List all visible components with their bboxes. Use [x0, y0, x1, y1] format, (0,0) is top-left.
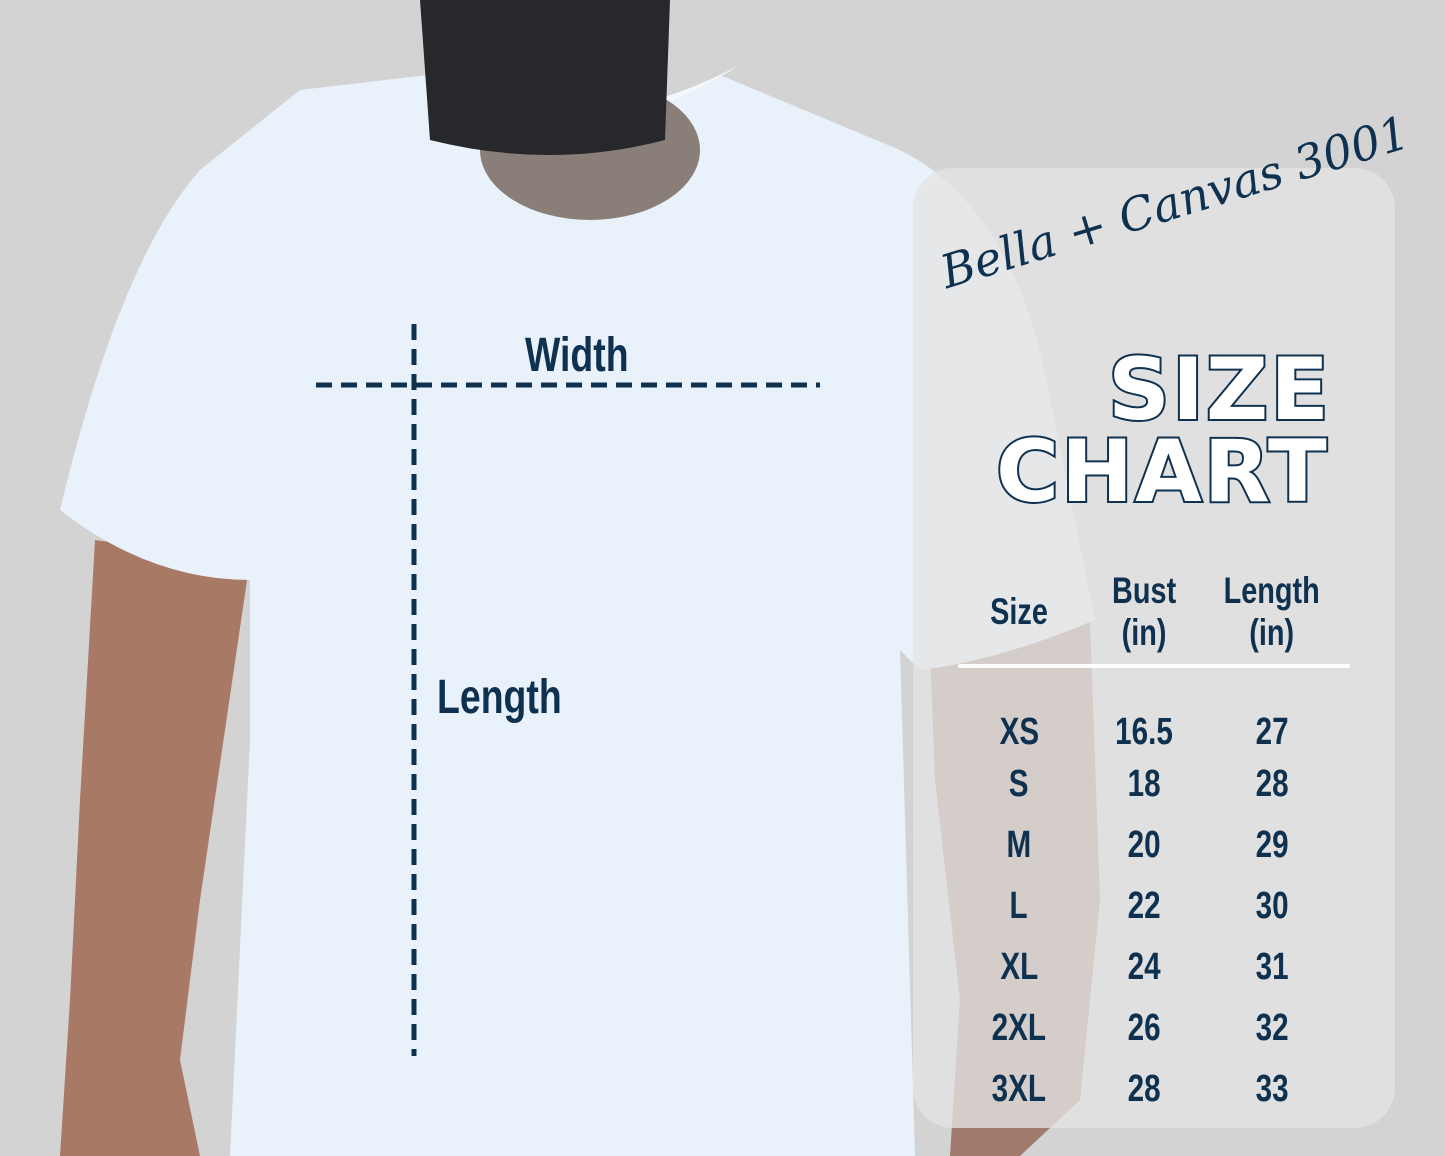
- header-size: Size: [958, 560, 1080, 664]
- width-label: Width: [525, 329, 629, 382]
- table-row: M 20 29: [958, 815, 1336, 876]
- table-row: 2XL 26 32: [958, 998, 1336, 1059]
- table-row: L 22 30: [958, 876, 1336, 937]
- cell-length: 33: [1208, 1059, 1336, 1120]
- header-length: Length (in): [1208, 560, 1336, 664]
- cell-length: 27: [1208, 664, 1336, 754]
- title-size: SIZE: [1106, 338, 1332, 442]
- cell-bust: 16.5: [1080, 664, 1208, 754]
- cap: [420, 0, 670, 155]
- cell-bust: 28: [1080, 1059, 1208, 1120]
- cell-size: 2XL: [958, 998, 1080, 1059]
- table-header-row: Size Bust (in) Length (in): [958, 560, 1336, 664]
- header-bust: Bust (in): [1080, 560, 1208, 664]
- cell-length-text: 28: [1255, 763, 1289, 805]
- size-chart-panel: [913, 168, 1395, 1128]
- cell-bust: 24: [1080, 937, 1208, 998]
- cell-length-text: 30: [1255, 885, 1289, 927]
- cell-length: 30: [1208, 876, 1336, 937]
- cell-length-text: 33: [1255, 1068, 1289, 1110]
- cell-bust-text: 22: [1127, 885, 1161, 927]
- cell-length-text: 32: [1255, 1007, 1289, 1049]
- cell-size-text: 2XL: [991, 1007, 1047, 1049]
- cell-length: 31: [1208, 937, 1336, 998]
- cell-size-text: 3XL: [991, 1068, 1047, 1110]
- header-divider: [958, 664, 1350, 668]
- cell-length-text: 27: [1255, 711, 1289, 753]
- cell-bust-text: 26: [1127, 1007, 1161, 1049]
- left-arm: [60, 540, 250, 1156]
- table-row: 3XL 28 33: [958, 1059, 1336, 1120]
- title-chart: CHART: [994, 420, 1329, 524]
- header-length-unit: (in): [1249, 612, 1295, 653]
- cell-length-text: 31: [1255, 946, 1289, 988]
- cell-bust-text: 20: [1127, 824, 1161, 866]
- cell-length-text: 29: [1255, 824, 1289, 866]
- length-label: Length: [437, 671, 562, 724]
- size-table: Size Bust (in) Length (in) XS 16.5 27 S 18 28 M 2…: [958, 560, 1336, 1120]
- cell-size-text: L: [1009, 885, 1029, 927]
- cell-length: 29: [1208, 815, 1336, 876]
- header-bust-unit: (in): [1121, 612, 1167, 653]
- cell-bust: 22: [1080, 876, 1208, 937]
- cell-bust: 18: [1080, 754, 1208, 815]
- cell-size-text: M: [1006, 824, 1032, 866]
- cell-bust: 20: [1080, 815, 1208, 876]
- cell-size: M: [958, 815, 1080, 876]
- table-row: XS 16.5 27: [958, 664, 1336, 754]
- cell-bust: 26: [1080, 998, 1208, 1059]
- header-length-text: Length: [1223, 570, 1321, 611]
- cell-bust-text: 28: [1127, 1068, 1161, 1110]
- cell-bust-text: 24: [1127, 946, 1161, 988]
- cell-size: XS: [958, 664, 1080, 754]
- cell-size-text: XS: [999, 711, 1039, 753]
- table-row: S 18 28: [958, 754, 1336, 815]
- cell-length: 32: [1208, 998, 1336, 1059]
- cell-size: L: [958, 876, 1080, 937]
- cell-bust-text: 16.5: [1115, 711, 1173, 753]
- table-row: XL 24 31: [958, 937, 1336, 998]
- header-size-text: Size: [990, 591, 1048, 632]
- cell-size: 3XL: [958, 1059, 1080, 1120]
- header-bust-text: Bust: [1111, 570, 1177, 611]
- cell-bust-text: 18: [1127, 763, 1161, 805]
- cell-size-text: S: [1009, 763, 1029, 805]
- cell-length: 28: [1208, 754, 1336, 815]
- cell-size-text: XL: [1000, 946, 1038, 988]
- cell-size: S: [958, 754, 1080, 815]
- t-shirt: [60, 70, 1095, 1156]
- cell-size: XL: [958, 937, 1080, 998]
